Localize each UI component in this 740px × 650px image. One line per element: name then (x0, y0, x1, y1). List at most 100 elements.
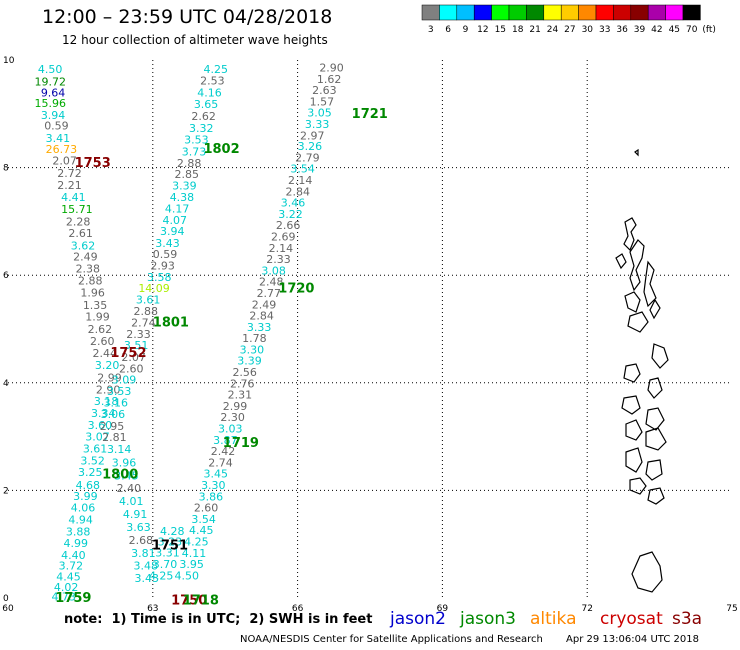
island-4 (624, 291, 641, 313)
wave-height-value: 2.88 (78, 275, 103, 288)
wave-height-value: 4.50 (175, 569, 200, 582)
wave-height-value: 2.14 (288, 174, 313, 187)
wave-height-value: 3.39 (172, 179, 197, 192)
wave-height-value: 2.30 (220, 411, 245, 424)
x-tick-label: 69 (437, 604, 449, 614)
wave-height-value: 4.02 (54, 581, 79, 594)
wave-height-value: 4.45 (189, 524, 214, 537)
wave-height-value: 3.99 (73, 490, 98, 503)
legend-label: 6 (445, 25, 451, 35)
island-17 (629, 477, 647, 495)
wave-height-value: 3.88 (66, 525, 91, 538)
island-2 (615, 253, 627, 270)
wave-height-value: 4.94 (68, 513, 93, 526)
island-18 (647, 487, 665, 505)
wave-height-value: 3.39 (237, 355, 262, 368)
wave-height-value: 2.85 (175, 168, 200, 181)
wave-height-value: 2.84 (286, 185, 311, 198)
wave-height-value: 3.45 (114, 469, 139, 482)
wave-height-value: 3.26 (298, 140, 323, 153)
wave-height-value: 2.72 (57, 167, 81, 180)
wave-height-value: 3.87 (213, 434, 238, 447)
pass-time-label: 1800 (102, 467, 138, 482)
legend-swatch (682, 4, 701, 21)
pass-time-label: 1801 (153, 316, 189, 331)
x-tick-label: 63 (147, 604, 158, 614)
wave-height-value: 2.90 (96, 383, 121, 396)
wave-height-value: 1.35 (83, 299, 108, 312)
legend-label: 39 (634, 25, 646, 35)
island-19 (631, 551, 663, 593)
wave-height-value: 3.94 (41, 109, 66, 122)
wave-height-value: 3.61 (83, 442, 108, 455)
pass-time-label: 1753 (75, 156, 111, 171)
pass-time-label: 1759 (55, 591, 91, 606)
wave-height-value: 3.81 (131, 547, 156, 560)
legend-label: 45 (669, 25, 680, 35)
wave-height-value: 1.78 (242, 332, 266, 345)
legend-label: 27 (564, 25, 575, 35)
wave-height-value: 2.63 (312, 84, 337, 97)
pass-time-label: 1720 (278, 282, 314, 297)
wave-height-value: 3.54 (191, 513, 216, 526)
islet-1 (634, 148, 639, 157)
island-14 (645, 427, 667, 451)
island-7 (649, 298, 661, 320)
wave-height-value: 2.74 (208, 456, 233, 469)
wave-height-value: 2.66 (276, 219, 301, 232)
wave-height-value: 3.33 (305, 118, 330, 131)
pass-time-label: 1752 (110, 346, 146, 361)
island-10 (647, 377, 663, 399)
wave-height-value: 3.05 (307, 107, 332, 120)
satellite-jason3: jason3 (460, 609, 516, 629)
wave-height-value: 2.40 (117, 482, 142, 495)
satellite-jason2: jason2 (390, 609, 446, 629)
pass-time-label: 1718 (183, 594, 219, 609)
wave-height-value: 3.34 (91, 407, 116, 420)
wave-height-value: 2.97 (300, 129, 325, 142)
wave-height-value: 3.48 (133, 560, 158, 573)
wave-height-value: 2.44 (92, 347, 117, 360)
wave-height-value: 3.16 (104, 397, 128, 410)
wave-height-value: 3.14 (107, 443, 131, 456)
wave-height-value: 3.25 (78, 466, 103, 479)
y-tick-label: 8 (3, 164, 9, 174)
legend-label: (ft) (702, 25, 716, 35)
satellite-s3a: s3a (672, 609, 703, 629)
x-tick-label: 66 (292, 604, 304, 614)
wave-height-value: 2.14 (269, 242, 294, 255)
wave-height-value: 3.65 (194, 98, 219, 111)
wave-height-value: 2.74 (131, 317, 156, 330)
wave-height-value: 3.63 (126, 521, 150, 534)
wave-height-value: 1.57 (310, 95, 335, 108)
wave-height-value: 2.60 (90, 335, 115, 348)
satellite-cryosat: cryosat (600, 609, 663, 629)
legend-label: 36 (616, 25, 628, 35)
island-6 (627, 311, 649, 333)
legend-label: 33 (599, 25, 610, 35)
wave-height-value: 2.49 (252, 298, 277, 311)
page-subtitle: 12 hour collection of altimeter wave hei… (62, 33, 328, 47)
wave-height-value: 2.79 (295, 151, 320, 164)
wave-height-value: 4.91 (123, 508, 148, 521)
wave-height-value: 2.53 (200, 74, 225, 87)
wave-height-value: 2.60 (119, 362, 144, 375)
satellite-altika: altika (530, 609, 577, 629)
wave-height-value: 4.16 (197, 86, 222, 99)
wave-height-value: 2.88 (177, 157, 202, 170)
legend-label: 9 (463, 25, 469, 35)
wave-height-value: 2.48 (259, 276, 284, 289)
pass-time-label: 1721 (352, 107, 388, 122)
grid (8, 60, 732, 598)
wave-height-value: 2.99 (97, 371, 122, 384)
island-15 (625, 447, 643, 473)
wave-height-value: 19.72 (35, 76, 66, 89)
wave-height-value: 2.42 (211, 445, 236, 458)
wave-height-value: 15.96 (35, 97, 66, 110)
wave-height-value: 3.03 (218, 423, 243, 436)
wave-height-value: 2.31 (228, 389, 253, 402)
wave-height-value: 3.43 (134, 572, 159, 585)
wave-height-value: 4.99 (64, 537, 89, 550)
wave-height-value: 3.30 (201, 479, 226, 492)
